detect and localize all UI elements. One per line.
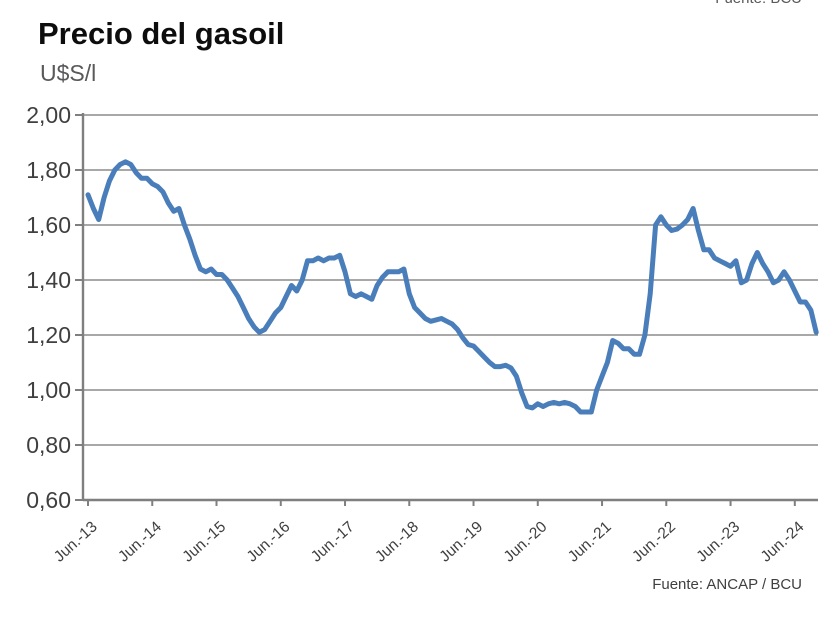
unit-label: U$S/l <box>40 60 97 86</box>
y-tick-label: 1,80 <box>26 157 71 183</box>
y-tick-label: 1,60 <box>26 212 71 238</box>
y-tick-label: 1,40 <box>26 267 71 293</box>
top-source-text: Fuente: BCU <box>715 0 802 8</box>
x-tick-label: Jun.-24 <box>758 518 808 565</box>
y-tick-label: 0,80 <box>26 432 71 458</box>
x-tick-label: Jun.-17 <box>308 518 358 565</box>
x-tick-label: Jun.-21 <box>565 518 615 565</box>
y-tick-label: 1,00 <box>26 377 71 403</box>
chart-title: Precio del gasoil <box>38 16 285 51</box>
x-tick-label: Jun.-18 <box>372 518 422 565</box>
x-tick-label: Jun.-13 <box>51 518 101 565</box>
bottom-source-text: Fuente: ANCAP / BCU <box>652 576 802 593</box>
x-tick-label: Jun.-20 <box>501 518 551 565</box>
x-tick-label: Jun.-14 <box>115 518 165 565</box>
x-tick-label: Jun.-19 <box>436 518 486 565</box>
y-tick-label: 2,00 <box>26 102 71 128</box>
x-tick-label: Jun.-22 <box>629 518 679 565</box>
x-tick-label: Jun.-16 <box>244 518 294 565</box>
y-tick-label: 1,20 <box>26 322 71 348</box>
y-tick-label: 0,60 <box>26 487 71 513</box>
x-tick-label: Jun.-15 <box>179 518 229 565</box>
price-series-line <box>85 159 819 415</box>
x-tick-label: Jun.-23 <box>693 518 743 565</box>
